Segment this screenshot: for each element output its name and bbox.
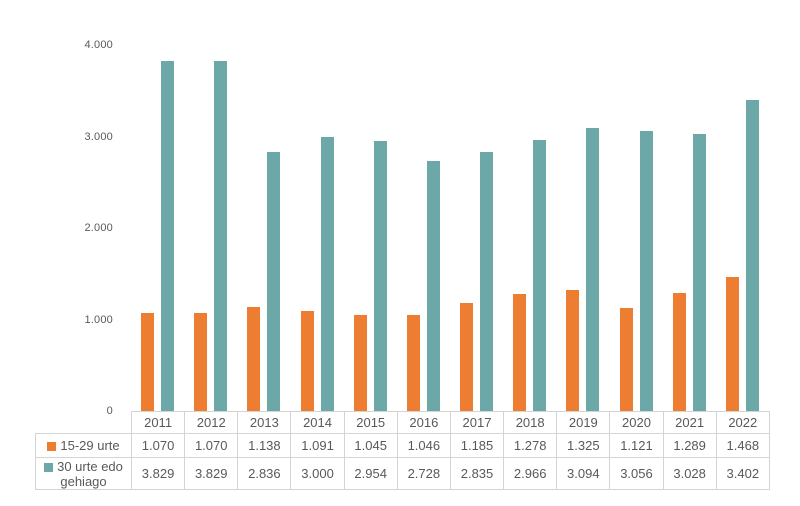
bar [300, 311, 314, 411]
year-header-cell: 2017 [449, 411, 505, 434]
value-cell: 1.468 [715, 433, 770, 458]
year-header-cell: 2020 [609, 411, 664, 434]
bar [247, 306, 261, 411]
bar [692, 133, 706, 411]
value-cell: 3.402 [715, 457, 770, 490]
value-cell: 3.000 [290, 457, 345, 490]
category-group-2015 [344, 45, 397, 411]
bar [194, 313, 208, 411]
bar [745, 99, 759, 411]
year-header-cell: 2018 [503, 411, 558, 434]
value-cell: 2.954 [343, 457, 398, 490]
bar [639, 131, 653, 411]
legend-cell: 15-29 urte [35, 433, 132, 458]
year-header-cell: 2012 [184, 411, 239, 434]
bar [619, 308, 633, 411]
value-cell: 1.278 [503, 433, 558, 458]
value-cell: 1.289 [662, 433, 717, 458]
category-group-2011 [131, 45, 184, 411]
category-group-2019 [556, 45, 609, 411]
year-header-cell: 2014 [290, 411, 345, 434]
bar [373, 140, 387, 411]
table-row-series: 30 urte edo gehiago 3.829 3.829 2.836 3.000 2… [35, 457, 770, 490]
bar [406, 315, 420, 411]
value-cell: 2.835 [449, 457, 505, 490]
legend-swatch-icon [44, 462, 54, 472]
y-tick-label: 2.000 [84, 222, 113, 234]
bar [566, 289, 580, 411]
bar [513, 294, 527, 411]
year-header-cell: 2013 [237, 411, 292, 434]
value-cell: 3.829 [130, 457, 186, 490]
bar [267, 151, 281, 411]
category-group-2016 [397, 45, 450, 411]
plot-area [131, 45, 769, 411]
year-header-cell: 2021 [662, 411, 717, 434]
bar [533, 139, 547, 411]
year-header-cell: 2019 [556, 411, 611, 434]
value-cell: 2.728 [396, 457, 451, 490]
category-group-2020 [610, 45, 663, 411]
y-tick-label: 3.000 [84, 130, 113, 143]
year-header-cell: 2022 [715, 411, 770, 434]
category-group-2021 [663, 45, 716, 411]
bar [320, 136, 334, 411]
value-cell: 1.045 [343, 433, 398, 458]
bar [353, 315, 367, 411]
bar [426, 161, 440, 411]
year-header-cell: 2016 [396, 411, 451, 434]
value-cell: 1.121 [609, 433, 664, 458]
legend-label: 15-29 urte [60, 438, 120, 453]
y-tick-label: 1.000 [84, 313, 113, 326]
value-cell: 3.028 [662, 457, 717, 490]
legend-swatch-icon [47, 442, 57, 451]
bar [672, 293, 686, 411]
value-cell: 1.070 [130, 433, 186, 458]
data-table: 2011 2012 2013 2014 2015 2016 2017 2018 2019 2020… [35, 411, 770, 490]
value-cell: 1.091 [290, 433, 345, 458]
y-tick-label: 4.000 [84, 39, 113, 51]
year-header-cell: 2011 [130, 411, 186, 434]
bar [586, 127, 600, 411]
bar [725, 276, 739, 411]
value-cell: 1.046 [396, 433, 451, 458]
value-cell: 1.325 [556, 433, 611, 458]
category-group-2018 [503, 45, 556, 411]
year-header-cell: 2015 [343, 411, 398, 434]
category-group-2017 [450, 45, 503, 411]
value-cell: 2.836 [237, 457, 292, 490]
value-cell: 3.094 [556, 457, 611, 490]
category-group-2022 [716, 45, 769, 411]
y-tick-label: 0 [106, 405, 113, 417]
bar [161, 60, 175, 411]
table-row-years: 2011 2012 2013 2014 2015 2016 2017 2018 2019 2020… [36, 411, 770, 434]
bar [141, 313, 155, 411]
bar [214, 60, 228, 411]
bar [460, 302, 474, 411]
value-cell: 3.056 [609, 457, 664, 490]
value-cell: 2.966 [503, 457, 558, 490]
table-corner-cell [36, 412, 132, 434]
y-axis: 0 1.000 2.000 3.000 4.000 [0, 0, 113, 417]
value-cell: 1.138 [237, 433, 292, 458]
category-group-2013 [237, 45, 290, 411]
bar [480, 151, 494, 411]
value-cell: 1.070 [184, 433, 239, 458]
value-cell: 1.185 [449, 433, 505, 458]
category-group-2014 [291, 45, 344, 411]
legend-cell: 30 urte edo gehiago [35, 457, 132, 490]
table-row-series: 15-29 urte 1.070 1.070 1.138 1.091 1.045 1.046… [35, 433, 770, 458]
value-cell: 3.829 [184, 457, 239, 490]
legend-label: 30 urte edo gehiago [57, 458, 123, 489]
category-group-2012 [184, 45, 237, 411]
